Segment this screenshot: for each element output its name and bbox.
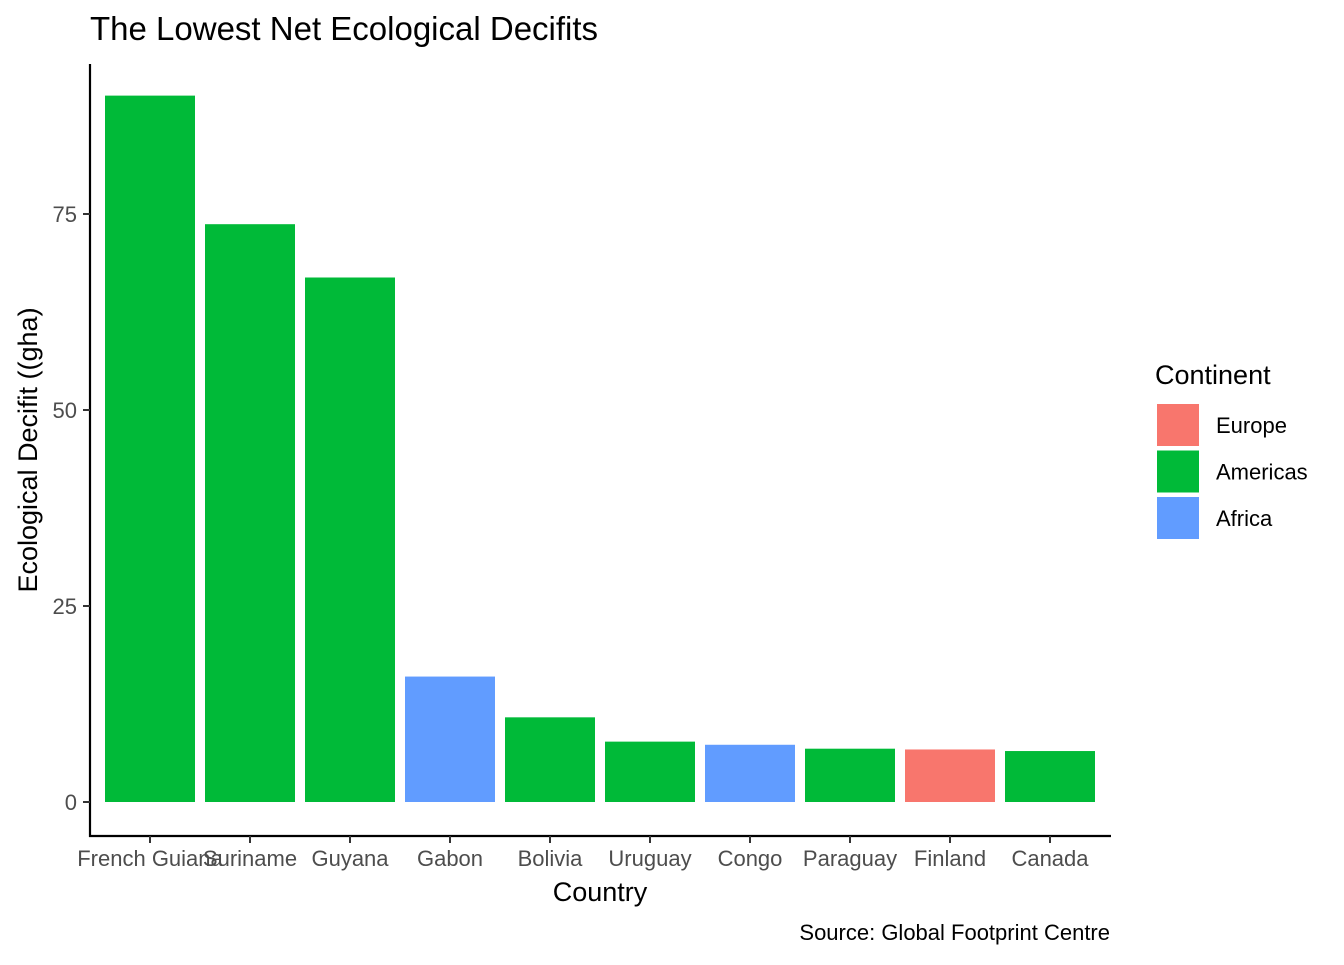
y-ticks-group: 0 25 50 75 xyxy=(53,202,90,815)
x-tick-label: Congo xyxy=(718,846,783,871)
bar-finland xyxy=(905,749,995,802)
bar-uruguay xyxy=(605,741,695,802)
legend-title: Continent xyxy=(1155,360,1271,390)
bars-group xyxy=(105,95,1095,803)
x-tick-label: Guyana xyxy=(311,846,389,871)
legend: Europe Americas Africa xyxy=(1157,404,1308,539)
bar-gabon xyxy=(405,676,495,802)
y-tick-label: 0 xyxy=(65,790,77,815)
legend-label-americas: Americas xyxy=(1216,460,1308,485)
chart-caption: Source: Global Footprint Centre xyxy=(799,920,1110,945)
x-tick-label: Canada xyxy=(1011,846,1089,871)
x-tick-label: Suriname xyxy=(203,846,297,871)
y-tick-label: 75 xyxy=(53,202,77,227)
x-tick-label: Bolivia xyxy=(518,846,584,871)
bar-congo xyxy=(705,744,795,802)
bar-paraguay xyxy=(805,748,895,802)
bar-bolivia xyxy=(505,717,595,802)
x-tick-label: Gabon xyxy=(417,846,483,871)
x-tick-label: Finland xyxy=(914,846,986,871)
legend-label-africa: Africa xyxy=(1216,506,1273,531)
legend-key-europe xyxy=(1157,404,1199,446)
x-axis-title: Country xyxy=(553,877,648,907)
bar-suriname xyxy=(205,224,295,802)
legend-label-europe: Europe xyxy=(1216,413,1287,438)
legend-key-africa xyxy=(1157,497,1199,539)
chart-title: The Lowest Net Ecological Decifits xyxy=(90,10,598,47)
bar-canada xyxy=(1005,751,1095,802)
x-tick-label: Uruguay xyxy=(608,846,691,871)
x-tick-label: Paraguay xyxy=(803,846,897,871)
legend-key-americas xyxy=(1157,450,1199,493)
y-tick-label: 50 xyxy=(53,398,77,423)
y-axis-title: Ecological Decifit ((gha) xyxy=(13,307,43,592)
x-tick-label: French Guiana xyxy=(77,846,223,871)
bar-guyana xyxy=(305,277,395,802)
bar-french-guiana xyxy=(105,95,195,803)
y-tick-label: 25 xyxy=(53,594,77,619)
